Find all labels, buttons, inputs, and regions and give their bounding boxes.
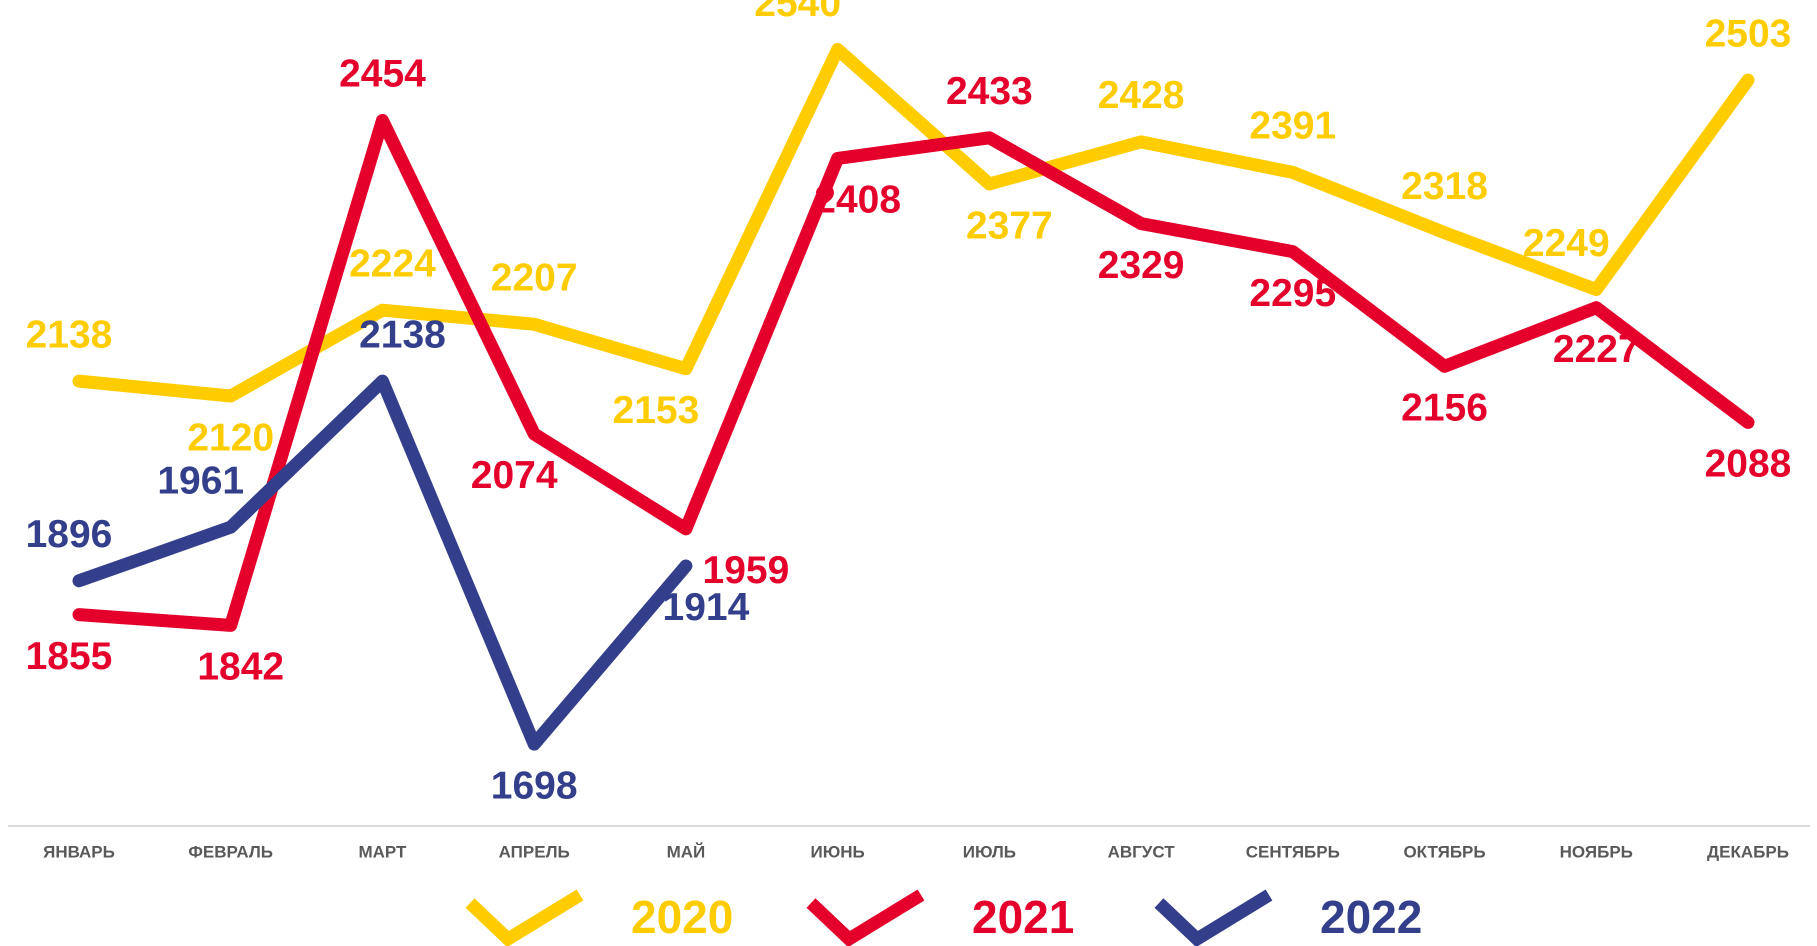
x-tick-label: ДЕКАБРЬ — [1707, 842, 1789, 861]
data-label: 2454 — [339, 53, 426, 96]
x-tick-label: ОКТЯБРЬ — [1403, 842, 1485, 861]
x-tick-label: АВГУСТ — [1108, 842, 1176, 861]
data-label: 2153 — [613, 389, 700, 432]
series-line — [72, 113, 1755, 632]
data-label: 1698 — [491, 764, 578, 807]
x-tick-label: СЕНТЯБРЬ — [1246, 842, 1340, 861]
data-label: 1961 — [157, 459, 244, 502]
series-line — [72, 374, 693, 751]
data-label: 1959 — [703, 549, 790, 592]
data-label: 2318 — [1401, 165, 1488, 208]
data-label: 2138 — [359, 313, 446, 356]
data-label: 1855 — [26, 635, 113, 678]
data-label: 2249 — [1523, 222, 1610, 265]
data-label: 2391 — [1249, 105, 1336, 148]
x-tick-label: ЯНВАРЬ — [43, 842, 115, 861]
data-label: 1914 — [663, 586, 750, 629]
data-label: 2408 — [814, 179, 901, 222]
data-label: 2088 — [1705, 443, 1792, 486]
data-label: 2503 — [1705, 12, 1792, 55]
data-label: 2074 — [471, 454, 558, 497]
x-tick-label: ФЕВРАЛЬ — [188, 842, 273, 861]
data-label: 2227 — [1553, 328, 1640, 371]
legend-label: 2021 — [972, 891, 1074, 943]
data-label: 2433 — [946, 70, 1033, 113]
data-label: 2224 — [349, 242, 436, 285]
x-tick-label: МАРТ — [358, 842, 407, 861]
data-label: 2207 — [491, 257, 578, 300]
data-label: 2120 — [187, 416, 274, 459]
legend-icon — [465, 889, 584, 946]
legend-icon — [1154, 889, 1273, 946]
x-tick-label: АПРЕЛЬ — [499, 842, 570, 861]
data-label: 2156 — [1401, 387, 1488, 430]
legend-label: 2022 — [1320, 891, 1422, 943]
x-tick-label: ИЮЛЬ — [963, 842, 1016, 861]
data-label: 2329 — [1098, 244, 1185, 287]
x-tick-label: МАЙ — [667, 842, 706, 861]
x-tick-label: НОЯБРЬ — [1560, 842, 1633, 861]
legend-icon — [806, 889, 925, 946]
data-label: 1896 — [26, 513, 113, 556]
data-label: 2138 — [26, 313, 113, 356]
data-label: 2540 — [754, 0, 841, 25]
data-label: 2377 — [966, 204, 1053, 247]
legend-label: 2020 — [631, 891, 733, 943]
x-tick-label: ИЮНЬ — [811, 842, 865, 861]
data-label: 1842 — [197, 646, 284, 689]
data-label: 2295 — [1249, 272, 1336, 315]
series-line — [72, 43, 1755, 403]
data-label: 2428 — [1098, 74, 1185, 117]
